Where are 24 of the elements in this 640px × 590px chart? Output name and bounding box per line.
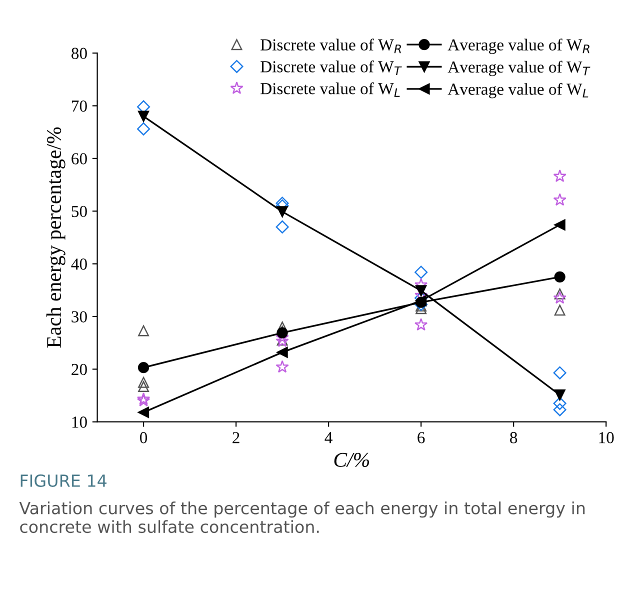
legend-label: Average value of W$_{R}$ <box>448 38 590 54</box>
legend-label: Discrete value of W$_{T}$ <box>260 60 402 75</box>
x-tick-label: 10 <box>599 432 614 444</box>
y-tick-label: 20 <box>72 364 87 376</box>
caption: FIGURE 14 <box>20 474 106 487</box>
legend-label: Average value of W$_{T}$ <box>448 60 590 76</box>
y-tick-label: 30 <box>72 311 87 322</box>
legend-label: Discrete value of W$_{L}$ <box>260 82 400 97</box>
x-tick-label: 4 <box>324 432 332 444</box>
y-tick-label: 60 <box>72 153 87 164</box>
x-tick-label: 8 <box>510 432 518 444</box>
legend-label: Discrete value of W$_{R}$ <box>260 38 401 54</box>
y-tick-label: 70 <box>72 100 87 112</box>
legend-label: Average value of W$_{L}$ <box>448 82 588 98</box>
y-axis-title: Each energy percentage/% <box>46 127 66 348</box>
x-axis-title: C/% <box>334 452 370 467</box>
x-tick-label: 6 <box>418 432 425 444</box>
x-tick-label: 0 <box>140 432 148 444</box>
y-tick-label: 10 <box>72 416 87 428</box>
y-tick-label: 80 <box>72 48 87 60</box>
y-tick-label: 50 <box>72 206 87 218</box>
y-tick-label: 40 <box>71 258 87 270</box>
x-tick-label: 2 <box>232 432 240 444</box>
text: Variation curves of the percentage of each energy in total energy in concrete with sulfate concentration. <box>19 502 585 534</box>
